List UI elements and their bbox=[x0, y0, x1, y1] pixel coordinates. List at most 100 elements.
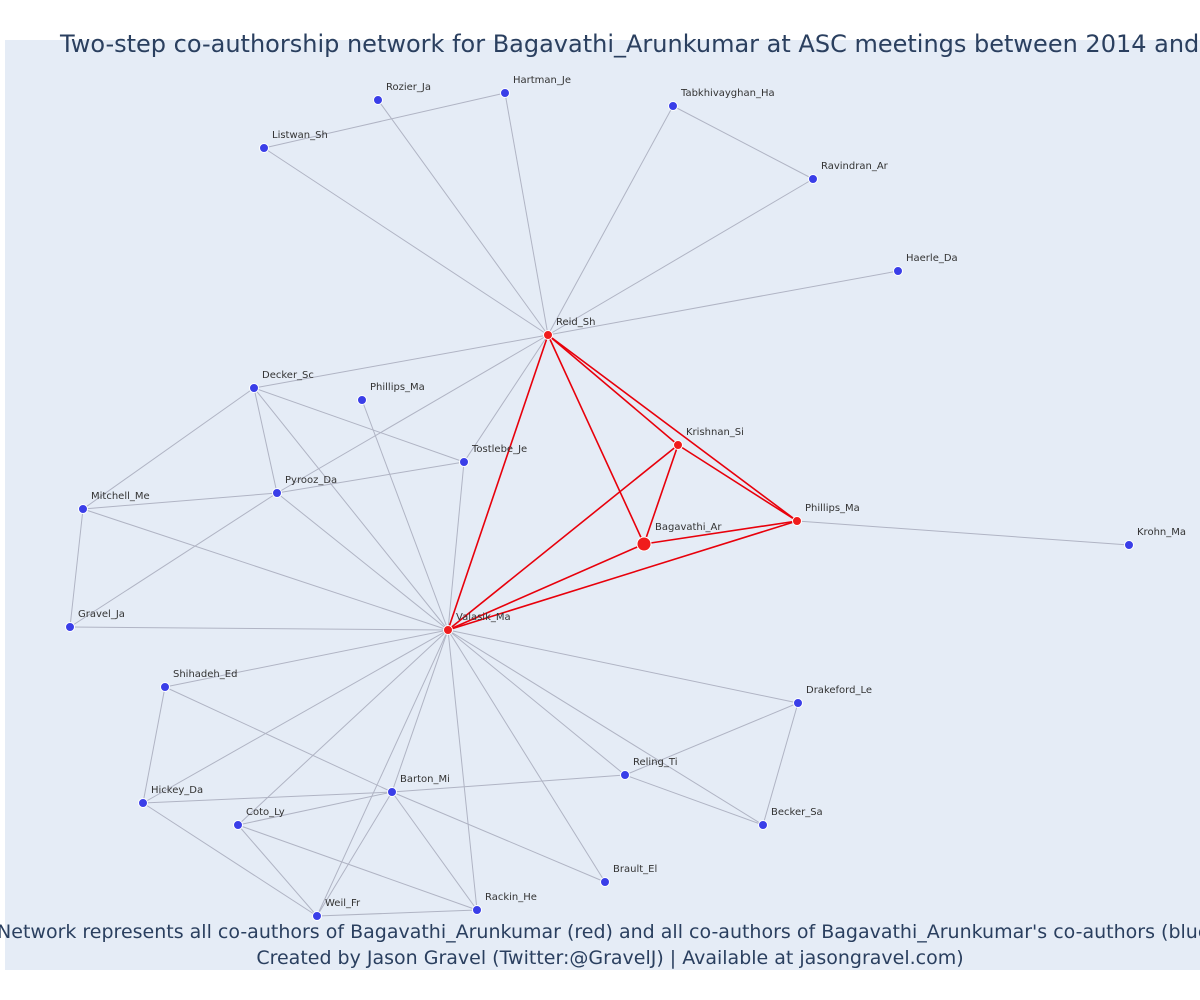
node bbox=[673, 440, 683, 450]
edge bbox=[142, 791, 393, 804]
node-label: Coto_Ly bbox=[246, 807, 285, 818]
node-label: Reid_Sh bbox=[556, 317, 595, 328]
edge-direct bbox=[643, 520, 798, 545]
node-label: Tabkhivayghan_Ha bbox=[680, 88, 775, 99]
edge bbox=[447, 629, 606, 883]
edge-direct bbox=[447, 543, 645, 631]
edge-direct bbox=[677, 444, 798, 522]
node-label: Haerle_Da bbox=[906, 253, 958, 264]
node-label: Hartman_Je bbox=[513, 75, 571, 86]
node-label: Krishnan_Si bbox=[686, 427, 744, 438]
edges bbox=[69, 92, 1130, 917]
node bbox=[387, 787, 397, 797]
node-label: Decker_Sc bbox=[262, 370, 314, 381]
node bbox=[600, 877, 610, 887]
edge bbox=[69, 492, 278, 628]
node-label: Bagavathi_Ar bbox=[655, 522, 722, 533]
node-label: Phillips_Ma bbox=[370, 382, 425, 393]
nodes: Rozier_Ja Hartman_Je Tabkhivayghan_Ha Listw… bbox=[65, 75, 1186, 921]
edge bbox=[391, 791, 478, 911]
edge bbox=[164, 686, 393, 793]
edge bbox=[391, 774, 626, 793]
node bbox=[138, 798, 148, 808]
node bbox=[893, 266, 903, 276]
edge bbox=[164, 629, 449, 688]
node bbox=[668, 101, 678, 111]
footer-note: Network represents all co-authors of Bag… bbox=[0, 921, 1200, 943]
edge bbox=[316, 909, 478, 917]
edge bbox=[624, 774, 764, 826]
node-label: Listwan_Sh bbox=[272, 130, 328, 141]
edge bbox=[447, 629, 799, 704]
node-label: Mitchell_Me bbox=[91, 491, 150, 502]
edge-direct bbox=[547, 334, 679, 446]
edge bbox=[391, 791, 606, 883]
edge bbox=[547, 105, 674, 336]
edge bbox=[391, 629, 449, 793]
edge bbox=[237, 824, 318, 917]
edge bbox=[447, 629, 626, 776]
node bbox=[233, 820, 243, 830]
node-label: Shihadeh_Ed bbox=[173, 669, 237, 680]
edge bbox=[361, 399, 449, 631]
edge-direct bbox=[643, 444, 679, 545]
node bbox=[160, 682, 170, 692]
node-label: Weil_Fr bbox=[325, 898, 361, 909]
node bbox=[620, 770, 630, 780]
node-label: Valasik_Ma bbox=[456, 612, 511, 623]
node bbox=[443, 625, 453, 635]
edge bbox=[547, 270, 899, 336]
node bbox=[808, 174, 818, 184]
node-label: Brault_El bbox=[613, 864, 657, 875]
edge bbox=[447, 461, 465, 631]
node bbox=[793, 698, 803, 708]
node bbox=[259, 143, 269, 153]
edge-direct bbox=[547, 334, 645, 545]
edge bbox=[276, 461, 465, 494]
edge bbox=[82, 387, 255, 510]
edge bbox=[142, 629, 449, 804]
node bbox=[78, 504, 88, 514]
footer-credit: Created by Jason Gravel (Twitter:@Gravel… bbox=[256, 947, 963, 969]
node-label: Tostlebe_Je bbox=[471, 444, 527, 455]
node-label: Hickey_Da bbox=[151, 785, 203, 796]
node-label: Pyrooz_Da bbox=[285, 475, 337, 486]
edge bbox=[672, 105, 814, 180]
node-label: Rozier_Ja bbox=[386, 82, 431, 93]
edge bbox=[253, 387, 465, 463]
edge-direct bbox=[447, 444, 679, 631]
edge bbox=[796, 520, 1130, 546]
edge bbox=[463, 334, 549, 463]
edge bbox=[316, 629, 449, 917]
edge bbox=[447, 629, 478, 911]
node bbox=[758, 820, 768, 830]
edge bbox=[253, 387, 449, 631]
edge bbox=[276, 492, 449, 631]
node bbox=[1124, 540, 1134, 550]
edge bbox=[82, 508, 449, 631]
node bbox=[65, 622, 75, 632]
edge bbox=[624, 702, 799, 776]
node bbox=[636, 536, 652, 552]
node bbox=[472, 905, 482, 915]
edge bbox=[142, 686, 166, 804]
edge bbox=[142, 802, 318, 917]
node-label: Reling_Ti bbox=[633, 757, 677, 768]
edge bbox=[69, 508, 84, 628]
node-label: Becker_Sa bbox=[771, 807, 823, 818]
edge bbox=[237, 629, 449, 826]
edge bbox=[547, 178, 814, 336]
edge-direct bbox=[447, 334, 549, 631]
node-label: Ravindran_Ar bbox=[821, 161, 889, 172]
node bbox=[543, 330, 553, 340]
node bbox=[792, 516, 802, 526]
edge-direct bbox=[447, 520, 798, 631]
node bbox=[312, 911, 322, 921]
edge bbox=[762, 702, 799, 826]
node bbox=[357, 395, 367, 405]
node bbox=[373, 95, 383, 105]
node-label: Rackin_He bbox=[485, 892, 537, 903]
edge bbox=[276, 334, 549, 494]
edge bbox=[316, 791, 393, 917]
